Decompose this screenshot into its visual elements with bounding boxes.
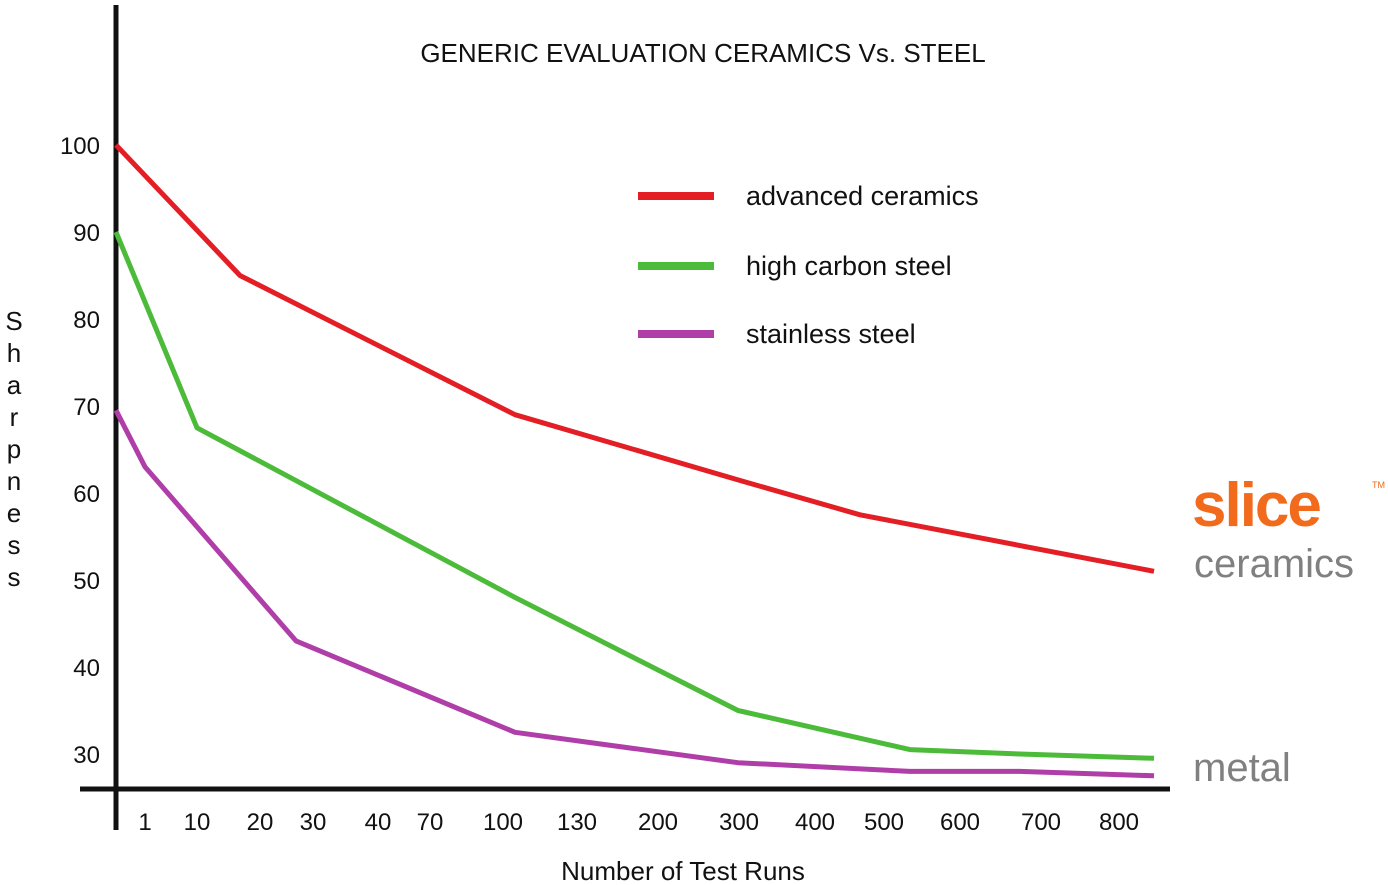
brand-logo: slice TM ceramics: [1192, 471, 1385, 586]
y-tick-label: 100: [60, 133, 100, 160]
x-tick-label: 30: [300, 809, 327, 836]
y-tick-label: 90: [73, 220, 100, 247]
x-tick-label: 500: [864, 809, 904, 836]
chart-title: GENERIC EVALUATION CERAMICS Vs. STEEL: [420, 38, 985, 68]
x-tick-label: 100: [483, 809, 523, 836]
legend-label: advanced ceramics: [746, 181, 979, 211]
x-tick-label: 70: [417, 809, 444, 836]
y-tick-label: 70: [73, 394, 100, 421]
x-tick-label: 1: [138, 809, 151, 836]
x-tick-label: 400: [795, 809, 835, 836]
y-tick-label: 60: [73, 481, 100, 508]
y-tick-labels: 100 90 80 70 60 50 40 30: [60, 133, 100, 769]
y-tick-label: 30: [73, 742, 100, 769]
series-line-advanced-ceramics: [114, 143, 1155, 574]
series-lines: [113, 143, 1155, 779]
y-tick-label: 40: [73, 655, 100, 682]
x-tick-label: 40: [365, 809, 392, 836]
x-tick-label: 800: [1099, 809, 1139, 836]
y-tick-label: 50: [73, 568, 100, 595]
x-tick-label: 20: [247, 809, 274, 836]
x-tick-label: 10: [184, 809, 211, 836]
x-tick-labels: 1 10 20 30 40 70 100 130 200 300 400 500 600 700 800: [138, 809, 1139, 836]
legend-label: high carbon steel: [746, 251, 952, 281]
legend: advanced ceramics high carbon steel stainl…: [638, 181, 979, 349]
metal-annotation: metal: [1193, 746, 1291, 790]
y-tick-label: 80: [73, 307, 100, 334]
brand-subtitle: ceramics: [1194, 542, 1354, 586]
series-line-stainless-steel: [113, 409, 1155, 779]
x-tick-label: 130: [557, 809, 597, 836]
x-tick-label: 700: [1021, 809, 1061, 836]
x-tick-label: 300: [719, 809, 759, 836]
x-axis-label: Number of Test Runs: [561, 856, 805, 885]
legend-label: stainless steel: [746, 319, 916, 349]
x-tick-label: 200: [638, 809, 678, 836]
x-tick-label: 600: [940, 809, 980, 836]
brand-name: slice: [1192, 471, 1320, 540]
brand-trademark: TM: [1372, 480, 1385, 490]
series-line-high-carbon-steel: [113, 231, 1155, 761]
